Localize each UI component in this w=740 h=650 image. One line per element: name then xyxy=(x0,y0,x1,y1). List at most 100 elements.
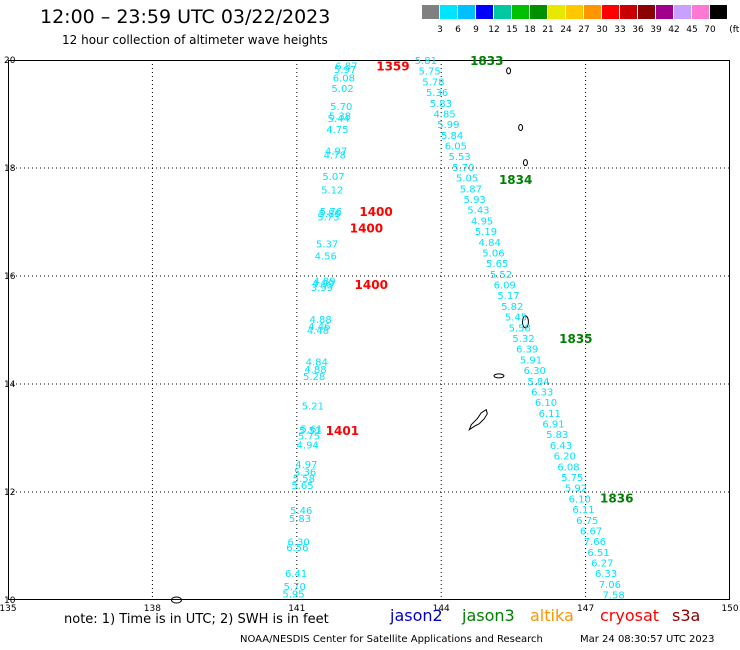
units-note: note: 1) Time is in UTC; 2) SWH is in fe… xyxy=(64,612,329,627)
cryosat-pass-time: 1401 xyxy=(326,424,359,438)
swh-value: 5.99 xyxy=(437,120,459,131)
lat-tick-label: 16 xyxy=(4,272,16,282)
color-scale-label: 21 xyxy=(542,25,554,35)
color-scale-label: 36 xyxy=(632,25,644,35)
color-scale-label: 3 xyxy=(437,25,443,35)
swh-value: 6.11 xyxy=(539,409,561,420)
swh-value: 4.99 xyxy=(312,279,334,290)
swh-value: 6.33 xyxy=(531,387,553,398)
swh-value: 5.44 xyxy=(328,114,350,125)
swh-value: 4.48 xyxy=(307,326,329,337)
swh-value: 5.78 xyxy=(422,77,444,88)
swh-value: 7.58 xyxy=(602,591,624,602)
lon-tick-label: 141 xyxy=(288,604,305,614)
swh-value: 5.93 xyxy=(464,195,486,206)
island-guam xyxy=(468,408,488,432)
swh-value: 4.84 xyxy=(306,357,328,368)
swh-value: 6.30 xyxy=(288,538,310,549)
swh-value: 5.84 xyxy=(527,377,549,388)
swh-value: 6.27 xyxy=(591,559,613,570)
color-swatch xyxy=(566,5,583,19)
swh-value: 5.19 xyxy=(475,227,497,238)
swh-value: 6.10 xyxy=(569,494,591,505)
swh-value: 6.56 xyxy=(286,543,308,554)
color-swatch xyxy=(638,5,655,19)
swh-value: 6.67 xyxy=(580,526,602,537)
swh-value: 5.05 xyxy=(456,174,478,185)
lat-tick-label: 18 xyxy=(4,164,16,174)
color-swatch xyxy=(530,5,547,19)
swh-value: 4.84 xyxy=(479,238,501,249)
swh-value: 6.09 xyxy=(494,281,516,292)
swh-value: 5.97 xyxy=(334,65,356,76)
legend-altika: altika xyxy=(530,606,574,625)
island-agrihan xyxy=(518,124,524,131)
swh-value: 5.38 xyxy=(329,112,351,123)
color-scale-label: 24 xyxy=(560,25,572,35)
swh-value: 5.92 xyxy=(565,484,587,495)
color-swatch xyxy=(494,5,511,19)
swh-value: 5.70 xyxy=(452,163,474,174)
swh-value: 4.89 xyxy=(313,276,335,287)
swh-value: 5.43 xyxy=(467,206,489,217)
swh-value: 6.39 xyxy=(516,345,538,356)
swh-value: 5.82 xyxy=(501,302,523,313)
cryosat-pass-time: 1400 xyxy=(359,205,392,219)
swh-value: 4.95 xyxy=(471,216,493,227)
swh-value: 5.87 xyxy=(460,184,482,195)
swh-value: 6.51 xyxy=(587,548,609,559)
swh-value: 3.99 xyxy=(311,283,333,294)
swh-value: 5.86 xyxy=(319,209,341,220)
swh-value: 5.61 xyxy=(300,424,322,435)
color-scale-label: 18 xyxy=(524,25,536,35)
swh-value: 6.87 xyxy=(335,61,357,72)
swh-value: 5.83 xyxy=(546,430,568,441)
swh-value: 5.32 xyxy=(512,334,534,345)
color-swatch xyxy=(584,5,601,19)
map-subtitle: 12 hour collection of altimeter wave hei… xyxy=(62,33,328,47)
swh-value: 5.75 xyxy=(298,431,320,442)
swh-value: 5.36 xyxy=(426,88,448,99)
swh-value: 5.83 xyxy=(289,514,311,525)
color-swatch xyxy=(710,5,727,19)
swh-value: 4.85 xyxy=(433,109,455,120)
color-scale-label: 39 xyxy=(650,25,662,35)
island-farallon xyxy=(506,67,512,75)
cryosat-pass-time: 1359 xyxy=(376,59,409,73)
swh-value: 4.97 xyxy=(295,460,317,471)
color-swatch xyxy=(476,5,493,19)
color-swatch xyxy=(512,5,529,19)
color-swatch xyxy=(458,5,475,19)
island-rota xyxy=(493,373,505,379)
color-scale-label: 42 xyxy=(668,25,680,35)
swh-value: 4.88 xyxy=(304,365,326,376)
swh-value: 4.56 xyxy=(315,251,337,262)
color-swatch xyxy=(440,5,457,19)
jason3-pass-time: 1835 xyxy=(559,332,592,346)
swh-value: 4.88 xyxy=(309,315,331,326)
swh-value: 4.97 xyxy=(325,147,347,158)
color-swatch xyxy=(548,5,565,19)
lon-tick-label: 138 xyxy=(144,604,161,614)
swh-value: 5.02 xyxy=(331,84,353,95)
swh-value: 5.37 xyxy=(316,240,338,251)
swh-value: 6.75 xyxy=(576,516,598,527)
legend-jason2: jason2 xyxy=(390,606,443,625)
swh-value: 6.33 xyxy=(595,569,617,580)
swh-value: 6.91 xyxy=(542,420,564,431)
color-swatch xyxy=(692,5,709,19)
color-swatch xyxy=(674,5,691,19)
swh-value: 4.94 xyxy=(297,440,319,451)
swh-value: 5.76 xyxy=(320,207,342,218)
legend-s3a: s3a xyxy=(672,606,701,625)
swh-value: 5.81 xyxy=(415,56,437,67)
swh-value: 5.52 xyxy=(490,270,512,281)
legend-jason3: jason3 xyxy=(462,606,515,625)
lon-tick-label: 147 xyxy=(577,604,594,614)
lat-tick-label: 20 xyxy=(4,56,16,66)
swh-value: 5.51 xyxy=(299,426,321,437)
swh-value: 5.58 xyxy=(509,323,531,334)
swh-value: 5.65 xyxy=(291,481,313,492)
swh-value: 7.66 xyxy=(584,537,606,548)
swh-value: 5.28 xyxy=(303,372,325,383)
